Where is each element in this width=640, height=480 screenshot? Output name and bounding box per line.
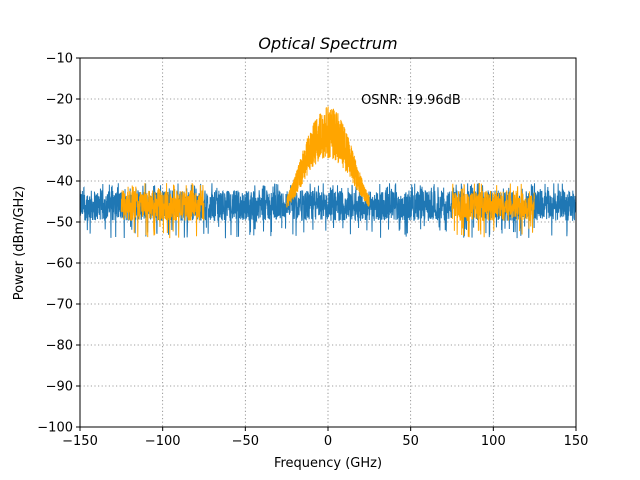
y-tick-label: −60 bbox=[46, 257, 73, 272]
series-line-orange-signal bbox=[286, 106, 370, 208]
series-line-orange-band bbox=[451, 182, 535, 238]
x-tick-label: −50 bbox=[232, 434, 259, 449]
y-tick-label: −40 bbox=[46, 175, 73, 190]
y-tick-label: −100 bbox=[37, 421, 73, 436]
series-line-orange-band bbox=[120, 183, 205, 239]
y-axis: −100 −90 −80 −70 −60 −50 −40 −30 −20 −10 bbox=[37, 52, 80, 436]
y-tick-label: −10 bbox=[46, 52, 73, 67]
x-tick-label: −150 bbox=[62, 434, 98, 449]
x-tick-label: 0 bbox=[324, 434, 332, 449]
series-layer bbox=[80, 106, 576, 239]
y-axis-label: Power (dBm/GHz) bbox=[12, 186, 27, 300]
x-tick-label: −100 bbox=[145, 434, 181, 449]
x-tick-label: 150 bbox=[564, 434, 589, 449]
x-axis-label: Frequency (GHz) bbox=[274, 456, 382, 471]
y-tick-label: −90 bbox=[46, 380, 73, 395]
y-tick-label: −80 bbox=[46, 339, 73, 354]
chart-title: Optical Spectrum bbox=[258, 34, 397, 53]
x-axis: −150 −100 −50 0 50 100 150 bbox=[62, 427, 588, 449]
y-tick-label: −50 bbox=[46, 216, 73, 231]
x-tick-label: 100 bbox=[481, 434, 506, 449]
y-tick-label: −30 bbox=[46, 134, 73, 149]
y-tick-label: −20 bbox=[46, 93, 73, 108]
y-tick-label: −70 bbox=[46, 298, 73, 313]
osnr-annotation: OSNR: 19.96dB bbox=[361, 93, 461, 108]
x-tick-label: 50 bbox=[402, 434, 419, 449]
